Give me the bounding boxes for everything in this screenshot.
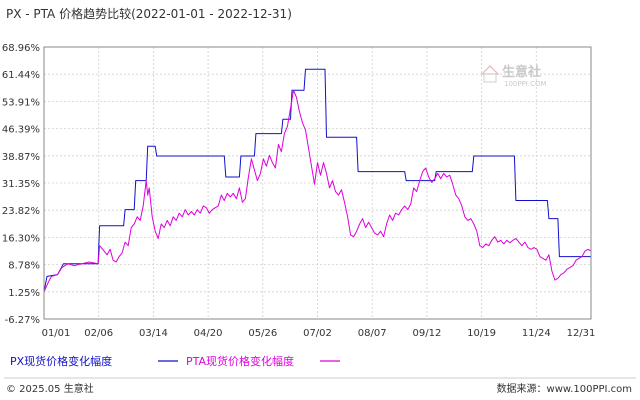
x-tick-label: 11/24 (522, 328, 551, 339)
y-tick-label: 23.82% (2, 206, 40, 217)
x-tick-label: 07/02 (303, 328, 332, 339)
y-tick-label: 38.87% (2, 152, 40, 163)
footer-copyright: © 2025.05 生意社 (6, 382, 94, 395)
x-tick-label: 03/14 (139, 328, 168, 339)
x-tick-label: 10/19 (467, 328, 496, 339)
watermark-logo: 生意社 100PPI.COM (480, 64, 547, 88)
series-line-px (43, 68, 591, 292)
y-tick-label: 68.96% (2, 43, 40, 54)
y-tick-label: 53.91% (2, 97, 40, 108)
legend: PX现货价格变化幅度 PTA现货价格变化幅度 (10, 354, 340, 368)
x-tick-label: 09/12 (412, 328, 441, 339)
y-tick-label: 31.35% (2, 179, 40, 190)
x-tick-label: 12/31 (567, 328, 596, 339)
x-tick-label: 01/01 (42, 328, 71, 339)
y-tick-label: 61.44% (2, 70, 40, 81)
legend-item-px: PX现货价格变化幅度 (10, 354, 112, 368)
x-axis-ticks: 01/01 02/06 03/14 04/20 05/26 07/02 08/07 09/12… (42, 328, 596, 339)
watermark-url: 100PPI.COM (504, 80, 547, 88)
plot-frame (43, 46, 592, 320)
x-tick-label: 05/26 (248, 328, 277, 339)
y-axis-ticks: 68.96% 61.44% 53.91% 46.39% 38.87% 31.35% 23.8… (2, 43, 40, 326)
y-tick-label: 46.39% (2, 125, 40, 136)
legend-item-pta: PTA现货价格变化幅度 (186, 354, 294, 368)
x-tick-label: 08/07 (358, 328, 387, 339)
watermark-brand: 生意社 (502, 64, 541, 80)
x-tick-label: 04/20 (194, 328, 223, 339)
chart-title: PX - PTA 价格趋势比较(2022-01-01 - 2022-12-31) (6, 6, 292, 21)
series-line-pta (43, 89, 592, 293)
x-tick-label: 02/06 (84, 328, 113, 339)
footer-website: 数据来源：www.100PPI.com (497, 382, 632, 395)
series-lines (43, 68, 592, 293)
y-tick-label: -6.27% (5, 315, 40, 326)
house-body-icon (483, 73, 497, 83)
y-tick-label: 8.78% (8, 261, 40, 272)
y-tick-label: 1.25% (8, 288, 40, 299)
y-tick-label: 16.30% (2, 233, 40, 244)
